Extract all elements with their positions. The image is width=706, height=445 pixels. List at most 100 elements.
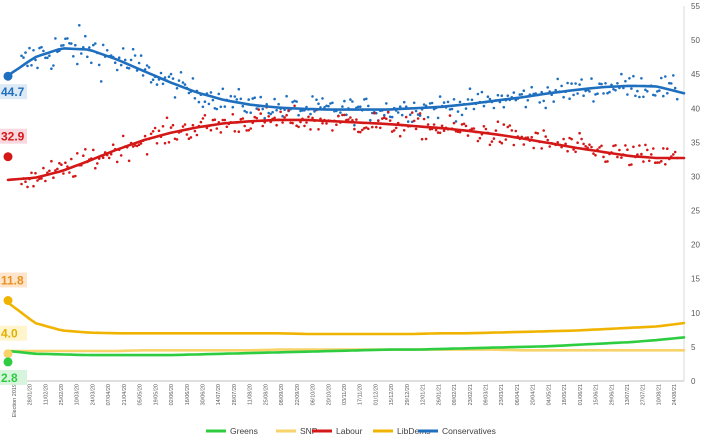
x-tick-label: 20/04/21 xyxy=(531,384,537,405)
data-point xyxy=(476,139,480,143)
start-label-bg xyxy=(0,128,27,144)
x-tick-label: 03/11/20 xyxy=(342,384,348,405)
x-tick-label: 12/01/21 xyxy=(421,384,427,405)
data-point xyxy=(476,92,480,96)
data-point xyxy=(193,97,197,100)
data-point xyxy=(80,52,83,55)
data-point xyxy=(161,125,165,128)
x-tick-label: 27/07/21 xyxy=(641,384,647,405)
data-point xyxy=(576,92,579,95)
data-point xyxy=(632,145,635,149)
data-point xyxy=(568,136,571,140)
data-point xyxy=(345,113,348,117)
data-point xyxy=(223,118,227,122)
data-point xyxy=(84,148,87,151)
data-point xyxy=(233,130,237,133)
data-point xyxy=(34,171,37,175)
data-point xyxy=(448,108,452,111)
data-point xyxy=(422,103,426,106)
data-point xyxy=(349,98,352,101)
data-point xyxy=(353,123,356,127)
data-point xyxy=(107,156,111,160)
data-point xyxy=(251,97,254,100)
data-point xyxy=(638,144,641,147)
data-point xyxy=(673,86,677,90)
data-point xyxy=(668,81,671,85)
data-point xyxy=(191,77,195,80)
x-tick-label: 15/12/20 xyxy=(389,384,395,405)
data-point xyxy=(618,148,621,152)
data-point xyxy=(402,100,406,104)
legend-label-conservatives: Conservatives xyxy=(442,426,496,436)
data-point xyxy=(398,134,402,138)
data-point xyxy=(414,109,418,113)
start-value-label: 4.0 xyxy=(1,327,18,341)
data-point xyxy=(221,87,225,91)
data-point xyxy=(383,113,386,117)
data-point xyxy=(215,107,219,111)
data-point xyxy=(113,61,117,64)
data-point xyxy=(335,123,338,126)
data-point xyxy=(325,122,328,125)
data-point xyxy=(464,107,468,110)
data-point xyxy=(237,130,241,133)
data-point xyxy=(652,147,655,150)
data-point xyxy=(642,160,645,163)
data-point xyxy=(482,125,486,128)
data-point xyxy=(42,49,45,53)
data-point xyxy=(343,113,346,117)
data-point xyxy=(259,112,263,115)
data-point xyxy=(448,114,452,117)
data-point xyxy=(121,134,125,138)
data-point xyxy=(281,114,284,118)
start-value-label: 44.7 xyxy=(1,85,25,99)
data-point xyxy=(460,123,464,126)
data-point xyxy=(111,143,115,146)
data-point xyxy=(355,118,358,121)
legend-label-snp: SNP xyxy=(300,426,318,436)
data-point xyxy=(347,118,350,121)
data-point xyxy=(331,129,334,132)
x-tick-label: 10/08/21 xyxy=(656,384,662,405)
data-point xyxy=(562,95,565,99)
data-point xyxy=(243,124,246,128)
data-point xyxy=(219,131,223,134)
data-point xyxy=(456,110,460,113)
data-point xyxy=(247,129,250,132)
data-point xyxy=(664,75,667,78)
data-point xyxy=(462,122,466,126)
data-point xyxy=(396,111,400,114)
data-point xyxy=(163,141,167,145)
data-point xyxy=(317,102,320,105)
data-point xyxy=(149,81,153,84)
data-point xyxy=(666,91,669,95)
data-point xyxy=(458,130,462,134)
data-point xyxy=(60,163,63,166)
data-point xyxy=(426,123,430,126)
data-point xyxy=(309,112,312,116)
data-point xyxy=(574,82,577,85)
data-point xyxy=(169,126,173,129)
data-point xyxy=(412,101,416,105)
data-point xyxy=(119,154,123,157)
data-point xyxy=(295,100,298,103)
data-point xyxy=(373,111,376,115)
data-point xyxy=(275,123,278,127)
data-point xyxy=(494,129,498,132)
data-point xyxy=(564,142,567,146)
x-tick-label: 04/05/21 xyxy=(546,384,552,405)
data-point xyxy=(570,82,573,85)
data-point xyxy=(179,71,183,74)
data-point xyxy=(233,95,237,98)
data-point xyxy=(446,100,450,104)
data-point xyxy=(408,113,412,116)
data-point xyxy=(524,105,528,109)
data-point xyxy=(365,97,368,101)
data-point xyxy=(173,137,177,141)
data-point xyxy=(359,130,362,134)
data-point xyxy=(388,119,392,122)
data-point xyxy=(464,124,468,128)
data-point xyxy=(291,100,294,104)
data-point xyxy=(117,56,121,59)
data-point xyxy=(237,87,241,91)
